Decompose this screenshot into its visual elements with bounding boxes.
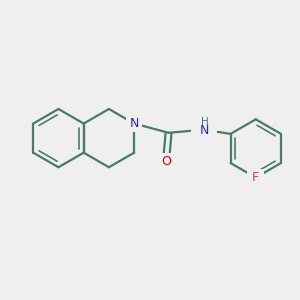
Text: H: H (201, 117, 209, 127)
Text: N: N (200, 124, 209, 137)
FancyBboxPatch shape (248, 169, 264, 186)
FancyBboxPatch shape (158, 153, 174, 169)
Text: N: N (129, 117, 139, 130)
FancyBboxPatch shape (191, 114, 217, 138)
Text: O: O (161, 155, 171, 168)
Text: F: F (252, 171, 259, 184)
FancyBboxPatch shape (126, 115, 142, 132)
